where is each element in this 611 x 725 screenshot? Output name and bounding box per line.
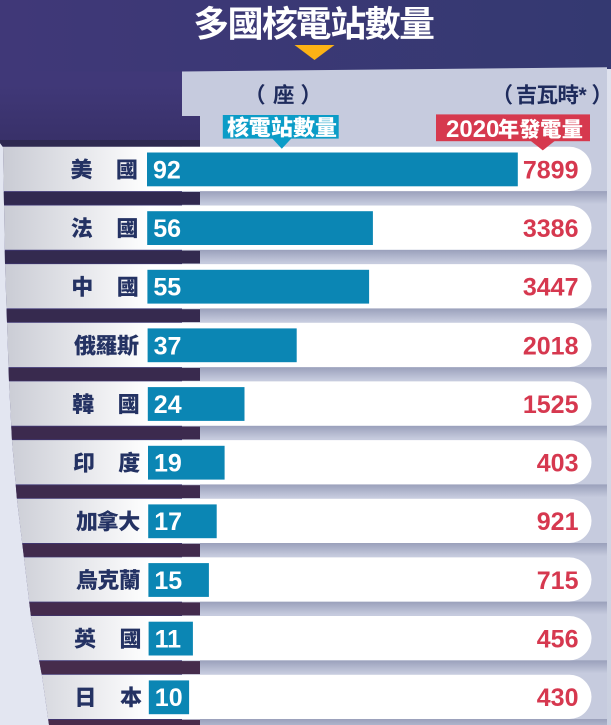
svg-text:17: 17	[154, 508, 182, 536]
svg-text:10: 10	[155, 684, 183, 712]
svg-text:7899: 7899	[523, 156, 579, 184]
svg-text:24: 24	[154, 391, 182, 419]
svg-text:19: 19	[154, 450, 182, 478]
svg-text:55: 55	[153, 274, 181, 302]
svg-text:*: *	[579, 84, 588, 107]
svg-text:92: 92	[153, 156, 181, 184]
svg-text:430: 430	[537, 684, 579, 712]
svg-text:56: 56	[153, 215, 181, 243]
svg-text:715: 715	[537, 567, 579, 595]
svg-text:2020: 2020	[446, 116, 499, 143]
svg-text:11: 11	[155, 626, 182, 654]
svg-text:37: 37	[154, 332, 182, 360]
svg-text:3447: 3447	[523, 274, 579, 302]
svg-text:2018: 2018	[523, 332, 579, 360]
svg-text:456: 456	[537, 626, 579, 654]
svg-text:921: 921	[537, 508, 579, 536]
svg-text:15: 15	[154, 567, 182, 595]
svg-text:403: 403	[537, 450, 579, 478]
svg-text:1525: 1525	[523, 391, 579, 419]
svg-text:3386: 3386	[523, 215, 579, 243]
